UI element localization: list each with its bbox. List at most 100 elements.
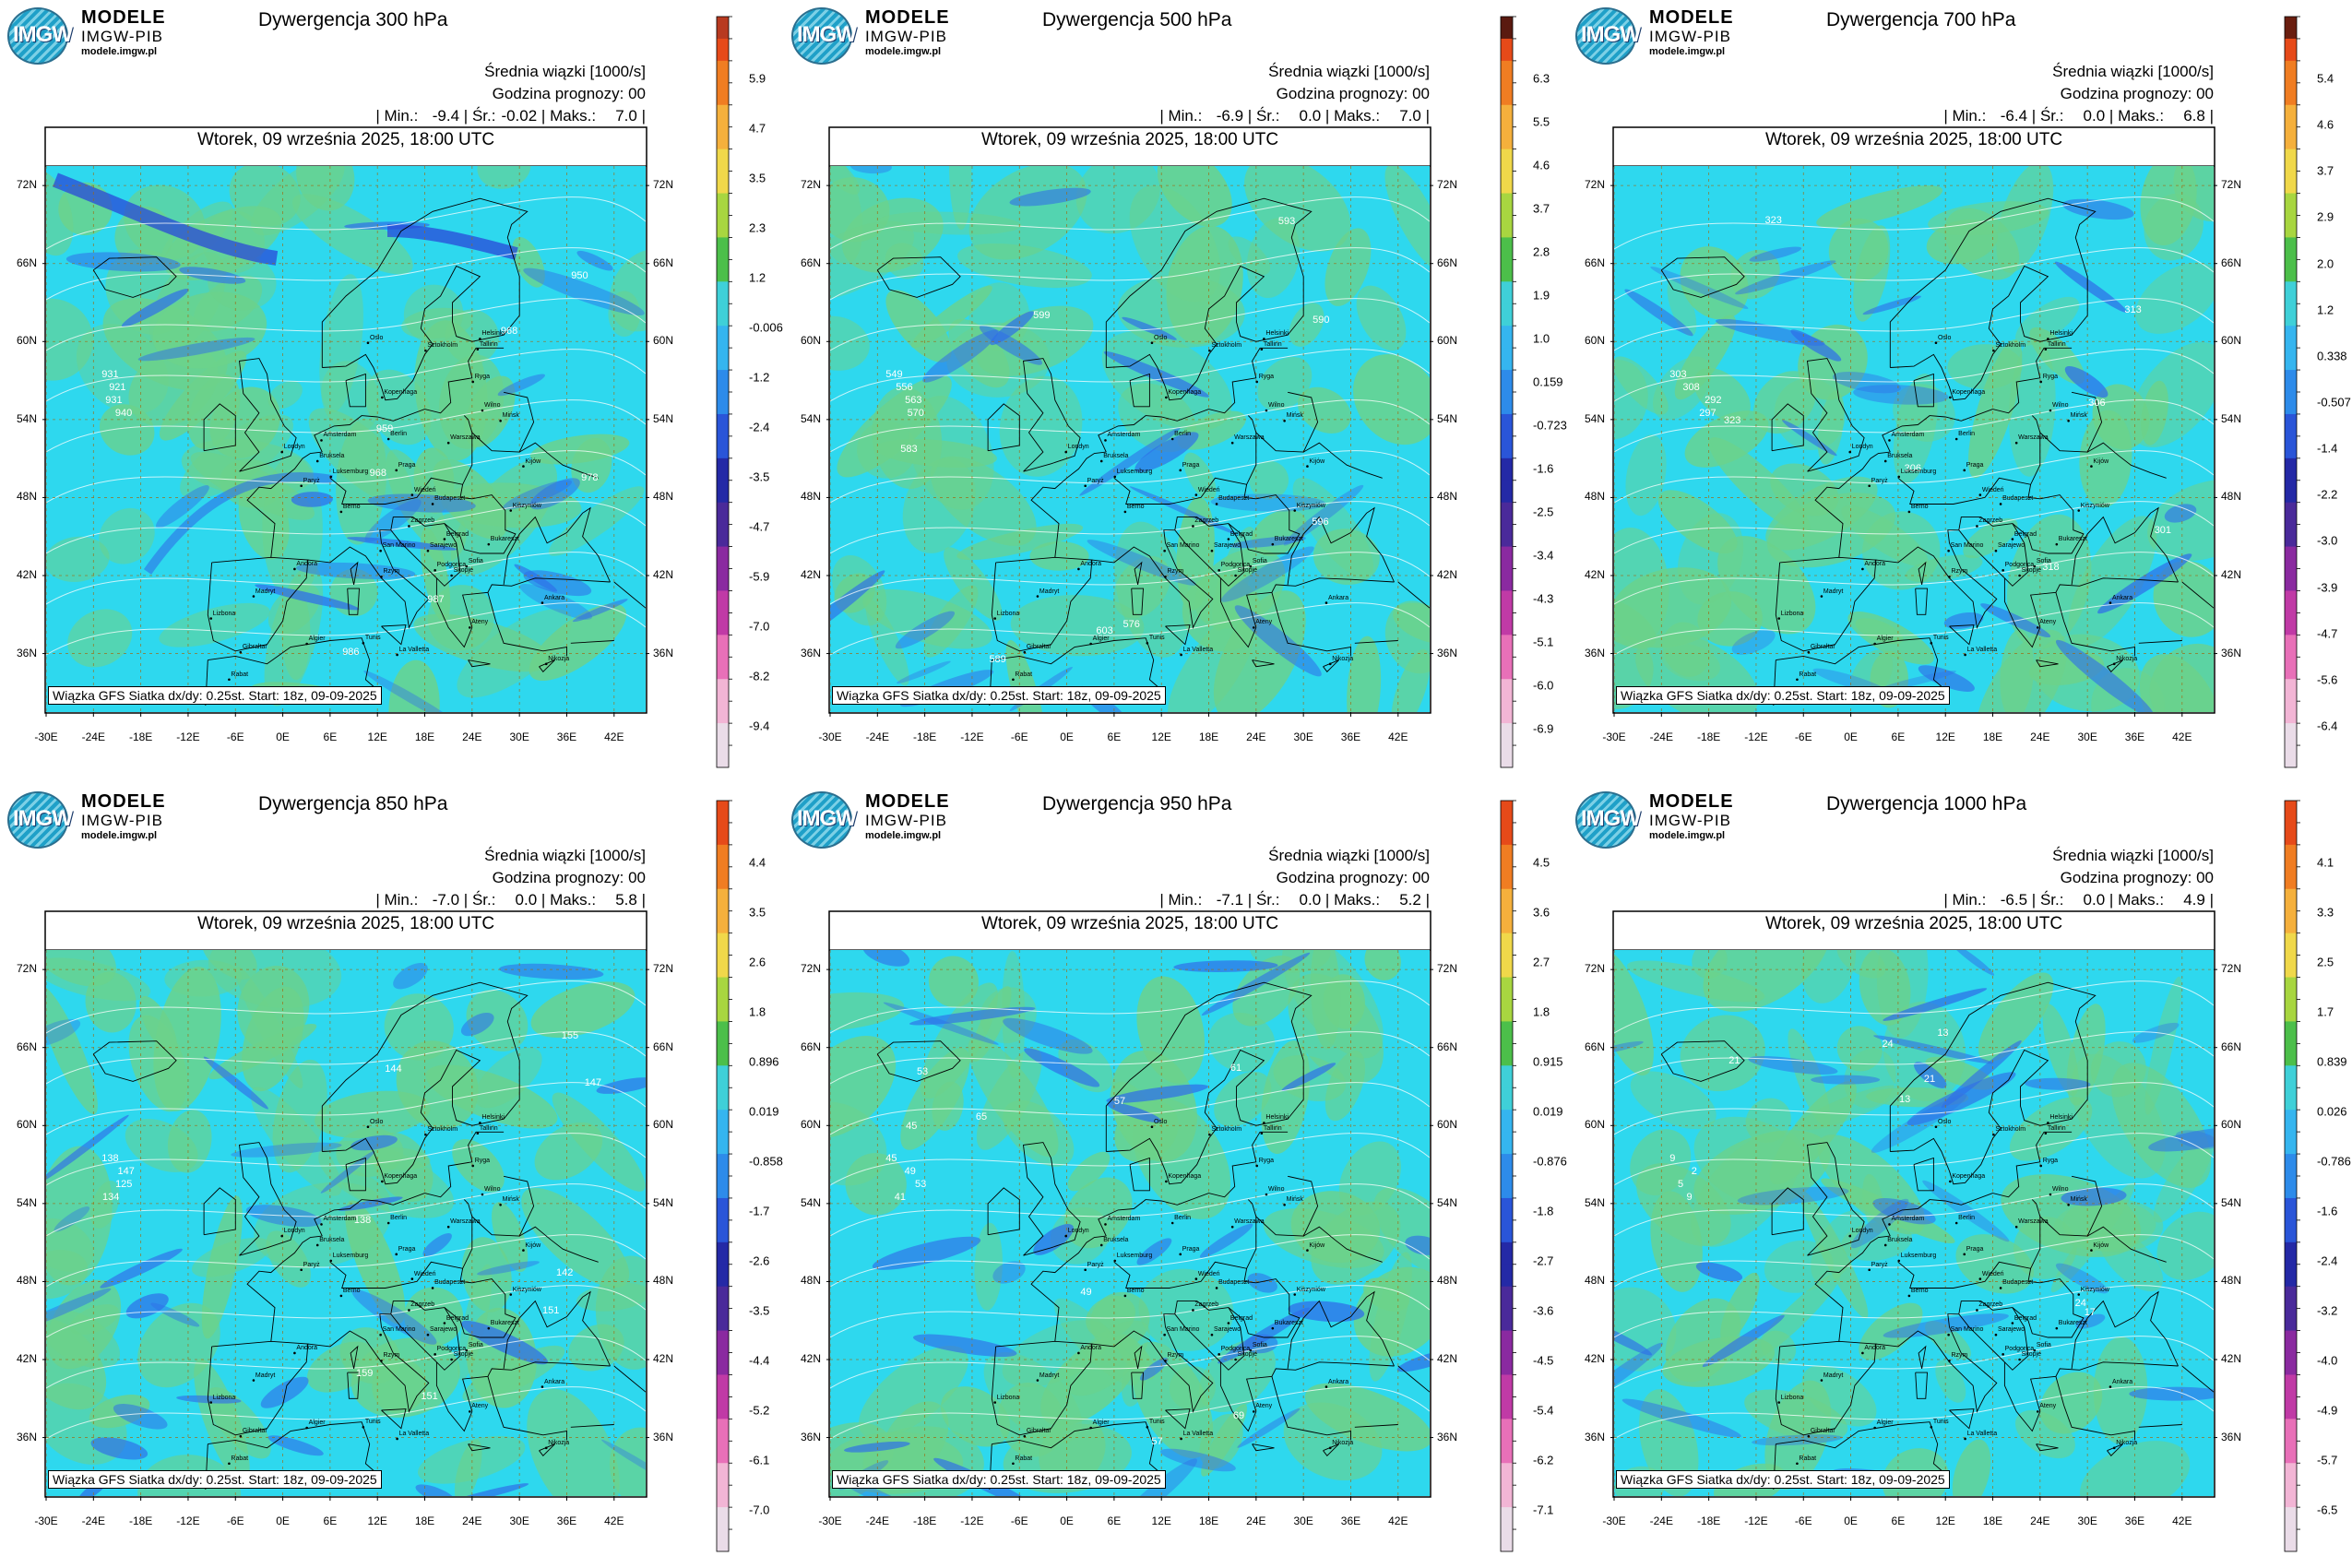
- lat-label: 60N: [653, 1118, 674, 1132]
- contour-label: 9: [1686, 1192, 1693, 1203]
- city-label: Podgorica: [2004, 562, 2035, 569]
- coastline: [1113, 1199, 1257, 1289]
- city-label: Wiedeń: [413, 1270, 436, 1277]
- city-label: Lizbona: [212, 610, 236, 617]
- min-value: -6.4: [2000, 107, 2028, 125]
- city-label: Ateny: [1255, 619, 1273, 626]
- city-label: Bruksela: [1103, 452, 1129, 459]
- colorbar: [716, 16, 730, 768]
- lat-label: 48N: [2221, 1274, 2242, 1288]
- city-label: Nikozja: [548, 655, 570, 662]
- coastline: [207, 1340, 309, 1436]
- lat-label: 36N: [17, 1430, 38, 1443]
- coastline: [345, 373, 366, 408]
- contour-label: 950: [571, 270, 588, 282]
- coastline: [208, 637, 378, 691]
- coastline: [991, 1340, 1093, 1436]
- panel-title: Dywergencja 300 hPa: [258, 9, 448, 30]
- lon-label: 42E: [2172, 731, 2192, 743]
- city-label: Praga: [398, 1245, 416, 1253]
- city-label: Kopenhaga: [1168, 388, 1202, 396]
- city-label: Bruksela: [1887, 1236, 1913, 1243]
- city-label: Bukareszt: [2058, 1320, 2087, 1327]
- lat-label: 72N: [801, 962, 822, 976]
- contour-label: 138: [353, 1215, 372, 1227]
- lat-label: 42N: [801, 568, 822, 581]
- city-label: Budapeszt: [2002, 495, 2034, 503]
- city-label: Mińsk: [502, 412, 519, 420]
- mean-label: Średnia wiązki [1000/s]: [1268, 847, 1430, 864]
- city-label: Mińsk: [1286, 1196, 1303, 1204]
- city-label: Berlin: [1958, 1215, 1976, 1221]
- city-label: San Marino: [1950, 1326, 1984, 1334]
- lat-label: 36N: [1585, 1430, 1606, 1443]
- logo-subtitle: IMGW-PIB: [1649, 28, 1731, 45]
- city-label: Gibraltar: [242, 644, 267, 651]
- contour-label: 596: [1312, 517, 1329, 529]
- city-label: Andora: [296, 560, 317, 567]
- contour-label: 590: [1313, 315, 1330, 327]
- coastline: [345, 1157, 366, 1192]
- coastline: [1889, 981, 2097, 1185]
- mean-label: Średnia wiązki [1000/s]: [484, 847, 646, 864]
- lat-label: 48N: [653, 1274, 674, 1288]
- imgw-logo: IMGW MODELE IMGW-PIB modele.imgw.pl: [791, 790, 949, 849]
- lat-label: 54N: [1437, 1195, 1458, 1209]
- date-line: Wtorek, 09 września 2025, 18:00 UTC: [196, 914, 495, 933]
- city-label: Bukareszt: [2058, 536, 2087, 543]
- city-label: Nikozja: [2116, 655, 2138, 662]
- city-label: Algier: [1876, 1420, 1894, 1426]
- city-label: Ankara: [1327, 1378, 1349, 1385]
- city-label: Ateny: [1255, 1403, 1273, 1410]
- city-label: Sztokholm: [427, 1126, 458, 1134]
- coastline: [1105, 981, 1313, 1185]
- lat-label: 54N: [653, 1195, 674, 1209]
- min-value: -6.9: [1216, 107, 1244, 125]
- coastline: [307, 1313, 611, 1432]
- coastline: [1875, 1313, 2179, 1432]
- contour-label: 978: [581, 471, 599, 483]
- coastline: [92, 256, 177, 298]
- contour-label: 45: [906, 1121, 918, 1133]
- city-label: Kopenhaga: [1168, 1172, 1202, 1180]
- lat-label: 36N: [1437, 1430, 1458, 1443]
- lon-label: 0E: [1060, 731, 1074, 743]
- contour-label: 323: [1764, 214, 1782, 226]
- contour-label: 147: [117, 1166, 135, 1177]
- contour-label: 576: [1123, 619, 1140, 631]
- coastline: [1771, 1187, 1804, 1236]
- colorbar-tick-label: 0.338: [2317, 349, 2347, 363]
- lon-label: 12E: [367, 1515, 387, 1527]
- lon-label: 36E: [1340, 731, 1361, 743]
- coastline: [329, 415, 473, 505]
- city-label: Tunis: [1148, 635, 1165, 642]
- logo-url: modele.imgw.pl: [1649, 830, 1726, 841]
- city-label: Tunis: [1932, 1419, 1949, 1426]
- contour-label: 13: [1937, 1027, 1949, 1039]
- city-label: Skopje: [2021, 1351, 2041, 1358]
- coastline: [1913, 373, 1934, 408]
- coastline: [1091, 529, 1395, 648]
- city-label: Berlin: [1174, 1215, 1192, 1221]
- lat-label: 42N: [1437, 568, 1458, 581]
- colorbar-tick-label: 2.7: [1533, 955, 1550, 969]
- colorbar: [716, 800, 730, 1552]
- coastline: [987, 1187, 1020, 1236]
- city-label: Andora: [1080, 1344, 1101, 1351]
- colorbar-tick-label: -3.6: [1533, 1303, 1554, 1318]
- city-label: Kopenhaga: [384, 1172, 418, 1180]
- colorbar-tick-label: -6.4: [2317, 719, 2338, 733]
- contour-label: 593: [1277, 216, 1296, 228]
- coastline: [1165, 1408, 1191, 1430]
- lon-label: 6E: [323, 731, 338, 743]
- lon-label: 30E: [509, 731, 529, 743]
- colorbar-tick-label: 4.5: [1533, 855, 1550, 870]
- coastline: [246, 1235, 323, 1342]
- map-frame: [1612, 910, 2215, 1498]
- city-label: Kiszyniów: [1296, 1286, 1325, 1293]
- divergence-map: [1610, 800, 2300, 1552]
- city-label: Lizbona: [1780, 1394, 1804, 1401]
- run-info-footer: Wiązka GFS Siatka dx/dy: 0.25st. Start: …: [48, 1470, 382, 1489]
- colorbar-tick-label: 0.019: [749, 1104, 779, 1119]
- city-label: Zagrzeb: [410, 517, 435, 525]
